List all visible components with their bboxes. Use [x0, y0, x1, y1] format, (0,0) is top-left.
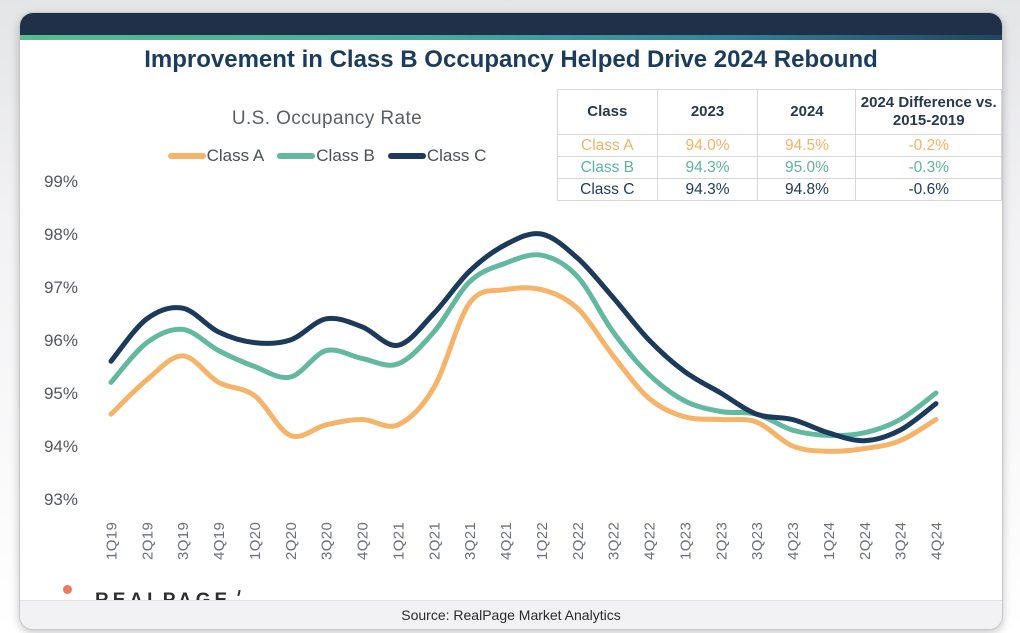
chart-line-class-c [108, 231, 939, 444]
x-axis-tick-label: 2Q20 [283, 522, 300, 560]
chart-line-class-a [108, 285, 939, 454]
y-axis-tick-label: 96% [44, 331, 78, 350]
cell-class-c-diff: -0.6% [855, 178, 1002, 201]
cell-class-a-2024: 94.5% [757, 134, 857, 157]
y-axis-tick-label: 97% [44, 278, 78, 297]
x-axis-tick-label: 2Q23 [713, 522, 730, 560]
x-axis-tick-label: 3Q23 [749, 522, 766, 560]
legend-swatch-class-b [277, 153, 316, 159]
header-2024: 2024 [757, 89, 857, 135]
infographic-card: Improvement in Class B Occupancy Helped … [19, 12, 1003, 630]
legend-item-class-c: Class C [387, 146, 487, 166]
legend-swatch-class-c [387, 153, 426, 159]
y-axis-tick-label: 93% [44, 490, 78, 509]
x-axis-tick-label: 1Q21 [390, 522, 407, 560]
logo-dot-icon [63, 585, 72, 594]
legend-label-class-a: Class A [206, 146, 265, 165]
x-axis-tick-label: 4Q21 [498, 522, 515, 560]
cell-class-c-label: Class C [557, 178, 658, 201]
page-title: Improvement in Class B Occupancy Helped … [144, 46, 878, 73]
legend-label-class-b: Class B [316, 146, 375, 165]
y-axis-tick-label: 94% [44, 437, 78, 456]
chart-title: U.S. Occupancy Rate [231, 108, 423, 129]
summary-table: Class 2023 2024 2024 Difference vs. 2015… [557, 89, 1002, 201]
x-axis-tick-label: 3Q21 [462, 522, 479, 560]
accent-gradient-stripe [20, 35, 1002, 40]
x-axis-tick-label: 2Q21 [426, 522, 443, 560]
source-bar: Source: RealPage Market Analytics [20, 600, 1002, 629]
header-2023: 2023 [656, 89, 759, 135]
x-axis-tick-label: 4Q20 [355, 522, 372, 560]
table-row-class-b: Class B 94.3% 95.0% -0.3% [557, 156, 1002, 179]
y-axis-tick-label: 99% [44, 172, 78, 191]
legend-swatch-class-a [167, 153, 206, 159]
cell-class-b-diff: -0.3% [855, 156, 1002, 179]
legend-item-class-a: Class A [167, 146, 265, 166]
x-axis-tick-label: 1Q22 [534, 522, 551, 560]
legend-label-class-c: Class C [426, 146, 487, 165]
x-axis-tick-label: 3Q24 [893, 522, 910, 560]
cell-class-a-diff: -0.2% [855, 134, 1002, 157]
header-class: Class [557, 89, 658, 135]
cell-class-a-label: Class A [557, 134, 658, 157]
summary-table-header-row: Class 2023 2024 2024 Difference vs. 2015… [557, 89, 1002, 135]
x-axis-tick-label: 4Q24 [929, 522, 946, 560]
x-axis-tick-label: 3Q19 [175, 522, 192, 560]
cell-class-a-2023: 94.0% [656, 134, 759, 157]
trademark-tick-icon [237, 589, 241, 597]
cell-class-c-2024: 94.8% [757, 178, 857, 201]
table-row-class-c: Class C 94.3% 94.8% -0.6% [557, 178, 1002, 201]
x-axis-tick-label: 1Q24 [821, 522, 838, 560]
cell-class-c-2023: 94.3% [656, 178, 759, 201]
cell-class-b-2023: 94.3% [656, 156, 759, 179]
x-axis-tick-label: 3Q22 [606, 522, 623, 560]
x-axis-tick-label: 1Q19 [104, 522, 121, 560]
chart-legend: Class A Class B Class C [77, 146, 577, 166]
y-axis-tick-label: 95% [44, 384, 78, 403]
x-axis-tick-label: 4Q19 [211, 522, 228, 560]
table-row-class-a: Class A 94.0% 94.5% -0.2% [557, 134, 1002, 157]
y-axis-tick-label: 98% [44, 225, 78, 244]
x-axis-tick-label: 3Q20 [319, 522, 336, 560]
x-axis-tick-label: 2Q22 [570, 522, 587, 560]
x-axis-tick-label: 2Q19 [139, 522, 156, 560]
chart-line-class-b [108, 252, 939, 439]
x-axis-tick-label: 1Q23 [677, 522, 694, 560]
x-axis-tick-label: 1Q20 [247, 522, 264, 560]
cell-class-b-label: Class B [557, 156, 658, 179]
x-axis-tick-label: 4Q23 [785, 522, 802, 560]
top-navy-bar [20, 13, 1002, 35]
cell-class-b-2024: 95.0% [757, 156, 857, 179]
legend-item-class-b: Class B [277, 146, 375, 166]
x-axis-tick-label: 4Q22 [642, 522, 659, 560]
chart-header: U.S. Occupancy Rate Class A Class B Clas… [77, 108, 577, 166]
header-2024-difference: 2024 Difference vs. 2015-2019 [855, 89, 1002, 135]
x-axis-tick-label: 2Q24 [857, 522, 874, 560]
